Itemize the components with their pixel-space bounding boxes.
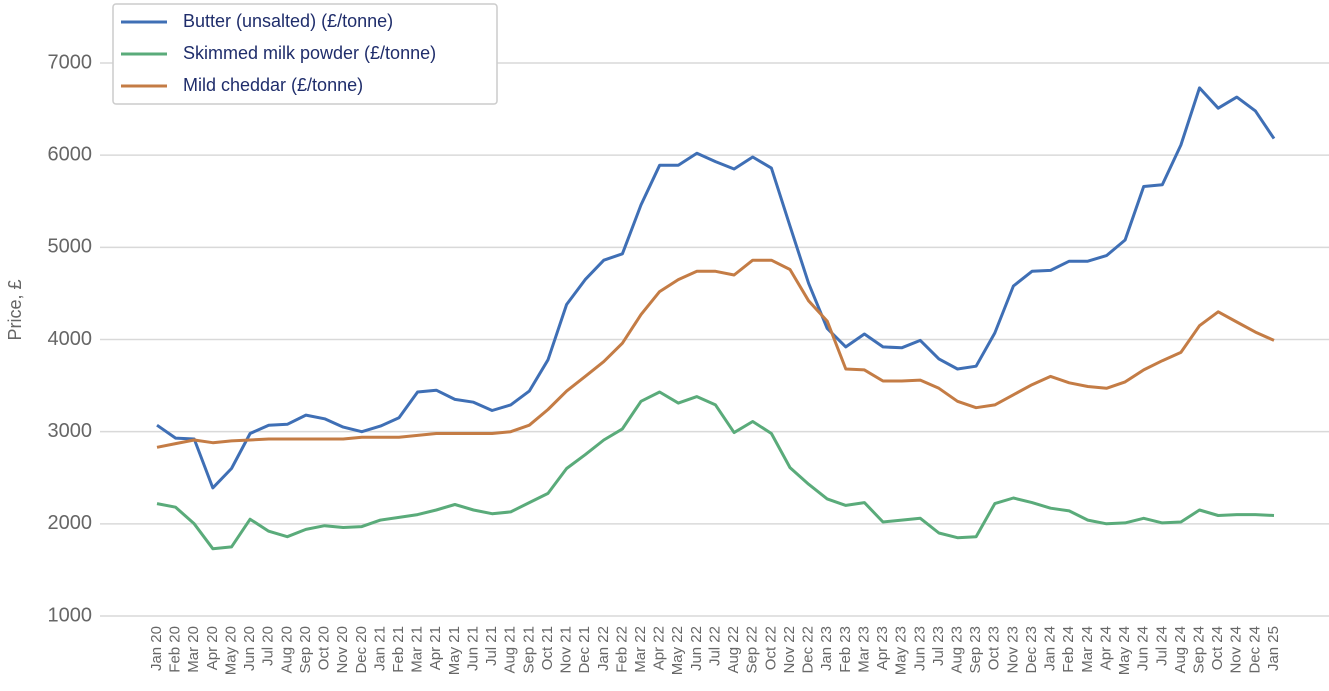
y-tick-label: 7000 bbox=[48, 51, 93, 73]
x-tick-label: Sep 24 bbox=[1191, 626, 1208, 674]
x-tick-label: Jun 20 bbox=[241, 626, 258, 671]
x-tick-label: Feb 23 bbox=[837, 626, 854, 673]
x-tick-label: Apr 23 bbox=[874, 626, 891, 670]
x-tick-label: Aug 21 bbox=[502, 626, 519, 674]
x-tick-label: Dec 22 bbox=[800, 626, 817, 674]
x-tick-label: Jan 22 bbox=[595, 626, 612, 671]
x-tick-label: Nov 23 bbox=[1004, 626, 1021, 674]
x-tick-label: May 23 bbox=[893, 626, 910, 675]
x-tick-label: Mar 20 bbox=[185, 626, 202, 673]
x-tick-label: Apr 22 bbox=[651, 626, 668, 670]
x-tick-label: Mar 23 bbox=[855, 626, 872, 673]
x-tick-label: Dec 21 bbox=[576, 626, 593, 674]
legend: Butter (unsalted) (£/tonne) Skimmed milk … bbox=[112, 3, 498, 105]
x-tick-label: May 24 bbox=[1116, 626, 1133, 675]
x-tick-label: Jul 23 bbox=[930, 626, 947, 666]
x-tick-label: Oct 23 bbox=[986, 626, 1003, 670]
x-tick-label: Sep 23 bbox=[967, 626, 984, 674]
x-tick-label: Oct 20 bbox=[316, 626, 333, 670]
x-tick-label: Jul 21 bbox=[483, 626, 500, 666]
x-tick-label: Dec 24 bbox=[1246, 626, 1263, 674]
x-tick-label: Oct 21 bbox=[539, 626, 556, 670]
series-line bbox=[156, 86, 1276, 490]
x-tick-label: Jul 24 bbox=[1153, 626, 1170, 666]
x-tick-label: Apr 24 bbox=[1097, 626, 1114, 670]
y-tick-label: 3000 bbox=[48, 420, 93, 442]
y-tick-label: 2000 bbox=[48, 512, 93, 534]
x-tick-label: Mar 22 bbox=[632, 626, 649, 673]
y-tick-label: 1000 bbox=[48, 604, 93, 626]
x-tick-label: Oct 24 bbox=[1209, 626, 1226, 670]
y-tick-label: 4000 bbox=[48, 328, 93, 350]
x-tick-label: Feb 20 bbox=[167, 626, 184, 673]
x-tick-label: Dec 23 bbox=[1023, 626, 1040, 674]
y-tick-label: 6000 bbox=[48, 143, 93, 165]
x-tick-label: Jan 21 bbox=[371, 626, 388, 671]
x-tick-label: May 20 bbox=[222, 626, 239, 675]
x-tick-label: May 22 bbox=[669, 626, 686, 675]
x-tick-label: Apr 21 bbox=[427, 626, 444, 670]
x-tick-label: Sep 20 bbox=[297, 626, 314, 674]
x-tick-label: Aug 23 bbox=[948, 626, 965, 674]
x-tick-label: Jun 23 bbox=[911, 626, 928, 671]
x-tick-label: Mar 24 bbox=[1079, 626, 1096, 673]
x-tick-label: Apr 20 bbox=[204, 626, 221, 670]
x-tick-label: Feb 24 bbox=[1060, 626, 1077, 673]
x-tick-label: Nov 21 bbox=[558, 626, 575, 674]
x-tick-label: Jan 24 bbox=[1042, 626, 1059, 671]
x-tick-label: Mar 21 bbox=[409, 626, 426, 673]
legend-box bbox=[112, 3, 498, 105]
x-tick-label: Jun 21 bbox=[464, 626, 481, 671]
y-axis-label: Price, £ bbox=[5, 279, 25, 340]
x-tick-label: Jul 22 bbox=[706, 626, 723, 666]
x-tick-label: Dec 20 bbox=[353, 626, 370, 674]
x-tick-label: Nov 24 bbox=[1228, 626, 1245, 674]
x-tick-label: Jan 25 bbox=[1265, 626, 1282, 671]
legend-label: Skimmed milk powder (£/tonne) bbox=[183, 43, 436, 63]
x-tick-label: Aug 20 bbox=[278, 626, 295, 674]
x-tick-label: Jan 20 bbox=[148, 626, 165, 671]
x-tick-label: Aug 24 bbox=[1172, 626, 1189, 674]
x-tick-label: Jun 22 bbox=[688, 626, 705, 671]
x-tick-label: May 21 bbox=[446, 626, 463, 675]
x-tick-label: Aug 22 bbox=[725, 626, 742, 674]
series-line bbox=[156, 258, 1275, 449]
x-tick-label: Oct 22 bbox=[762, 626, 779, 670]
x-tick-label: Jan 23 bbox=[818, 626, 835, 671]
legend-label: Butter (unsalted) (£/tonne) bbox=[183, 11, 393, 31]
x-tick-label: Jun 24 bbox=[1135, 626, 1152, 671]
x-tick-label: Nov 20 bbox=[334, 626, 351, 674]
x-tick-label: Sep 21 bbox=[520, 626, 537, 674]
x-tick-label: Feb 21 bbox=[390, 626, 407, 673]
legend-label: Mild cheddar (£/tonne) bbox=[183, 75, 363, 95]
x-tick-label: Feb 22 bbox=[613, 626, 630, 673]
series-line bbox=[156, 390, 1275, 551]
x-tick-label: Sep 22 bbox=[744, 626, 761, 674]
y-tick-label: 5000 bbox=[48, 236, 93, 258]
x-tick-label: Nov 22 bbox=[781, 626, 798, 674]
x-tick-label: Jul 20 bbox=[260, 626, 277, 666]
